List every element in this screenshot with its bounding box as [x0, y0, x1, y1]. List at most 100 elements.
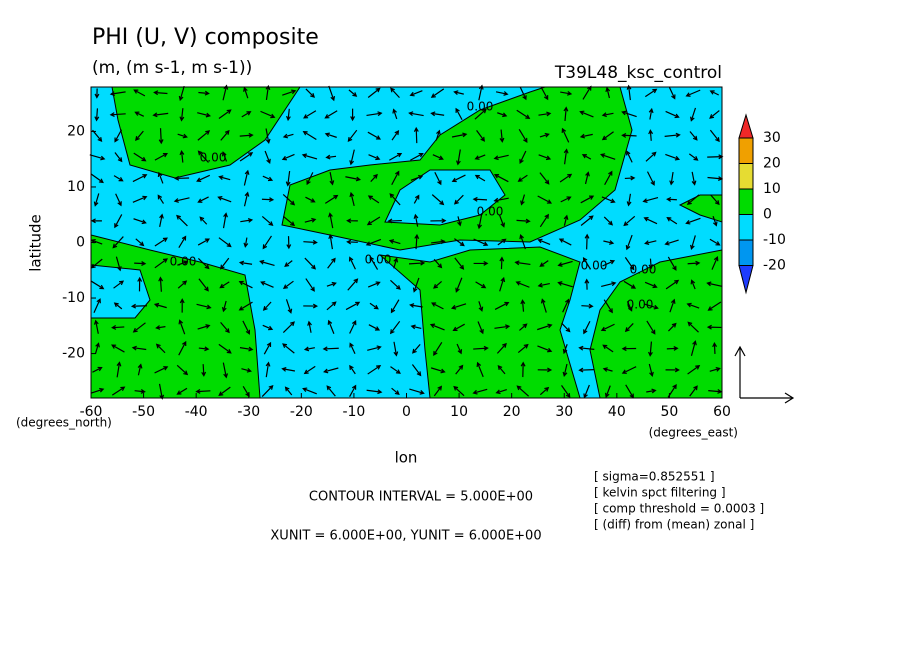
vector-arrow [602, 367, 613, 372]
vector-arrow [409, 303, 423, 308]
vector-arrow [327, 257, 336, 269]
vector-arrow [93, 193, 100, 207]
x-tick-label: -10 [342, 404, 365, 420]
vector-arrow [410, 324, 422, 330]
vector-arrow [625, 234, 633, 251]
vector-arrow [116, 361, 122, 378]
vector-arrow [197, 238, 210, 246]
vector-arrow [393, 341, 399, 357]
vector-arrow [539, 172, 550, 185]
vector-arrow [539, 213, 549, 228]
vector-arrow [709, 90, 720, 96]
vector-arrow [114, 214, 123, 229]
vector-arrow [410, 174, 424, 181]
vector-arrow [499, 256, 505, 270]
vector-arrow [115, 256, 122, 272]
contour-label: 0.00 [477, 205, 504, 219]
vector-arrow [178, 85, 185, 102]
vector-arrow [178, 235, 187, 248]
colorbar-label: 20 [763, 156, 781, 172]
vector-arrow [282, 280, 294, 289]
vector-arrow [537, 238, 551, 245]
vector-arrow [369, 302, 379, 310]
vector-arrow [217, 195, 232, 203]
y-unit-label: (degrees_north) [16, 416, 112, 430]
vector-arrow [621, 366, 637, 374]
vector-arrow [345, 301, 361, 311]
vector-arrow [282, 343, 295, 354]
vector-arrow [220, 321, 230, 334]
vector-arrow [349, 364, 356, 375]
vector-arrow [221, 300, 227, 313]
vector-arrow [604, 170, 613, 186]
contour-region [384, 169, 506, 226]
vector-arrow [132, 322, 146, 333]
vector-arrow [668, 322, 677, 332]
x-tick-label: 0 [402, 404, 411, 420]
vector-arrow [135, 238, 145, 247]
vector-arrow [412, 343, 421, 354]
x-unit-label: (degrees_east) [649, 426, 738, 440]
vector-arrow [578, 345, 595, 351]
vector-arrow [176, 214, 188, 227]
vector-arrow [472, 196, 488, 202]
vector-arrow [646, 388, 657, 394]
vector-arrow [239, 346, 254, 352]
vector-arrow [259, 259, 275, 266]
vector-arrow [261, 384, 274, 397]
vector-arrow [667, 256, 677, 271]
vector-arrow [132, 195, 148, 203]
vector-arrow [89, 154, 106, 161]
vector-arrow [472, 388, 488, 395]
vector-arrow [519, 150, 527, 164]
vector-arrow [365, 238, 382, 246]
vector-arrow [367, 131, 382, 140]
vector-arrow [560, 196, 572, 203]
vector-arrow [177, 133, 188, 139]
vector-arrow [174, 175, 190, 181]
vector-arrow [366, 111, 383, 117]
vector-arrow [222, 84, 229, 101]
vector-arrow [709, 238, 721, 246]
vector-arrow [367, 345, 382, 351]
x-tick-label: 10 [450, 404, 468, 420]
vector-arrow [261, 215, 274, 227]
contour-label: 0.00 [630, 263, 657, 277]
info-line: [ (diff) from (mean) zonal ] [594, 518, 754, 532]
vector-arrow [520, 361, 526, 378]
vector-arrow [408, 111, 424, 117]
vector-arrow [218, 386, 231, 396]
vector-arrow [368, 154, 381, 161]
x-tick-label: -40 [185, 404, 208, 420]
x-tick-label: -60 [80, 404, 103, 420]
vector-arrow [325, 154, 337, 160]
vector-arrow [686, 302, 700, 309]
vector-arrow [303, 303, 319, 309]
vector-arrow [327, 319, 335, 334]
vector-arrow [645, 151, 657, 162]
vector-arrow [519, 86, 527, 101]
vector-arrow [712, 215, 718, 227]
vector-arrow [262, 301, 272, 311]
vector-arrow [178, 340, 187, 356]
vector-arrow [665, 279, 680, 290]
vector-arrow [578, 367, 595, 373]
vector-arrow [158, 383, 165, 400]
vector-arrow [455, 364, 464, 375]
vector-arrow [691, 171, 697, 186]
vector-arrow [476, 361, 484, 378]
colorbar-box [738, 239, 754, 266]
vector-arrow [113, 302, 123, 310]
vector-arrow [220, 257, 230, 270]
vector-arrow [557, 281, 573, 288]
vector-arrow [474, 174, 486, 182]
vector-arrow [197, 257, 210, 270]
vector-arrow [474, 108, 487, 120]
vector-arrow [241, 367, 252, 373]
vector-arrow [561, 127, 570, 143]
x-tick-label: 40 [608, 404, 626, 420]
vector-arrow [690, 235, 696, 250]
vector-arrow [710, 194, 720, 206]
vector-arrow [302, 387, 317, 395]
vector-arrow [478, 84, 484, 101]
